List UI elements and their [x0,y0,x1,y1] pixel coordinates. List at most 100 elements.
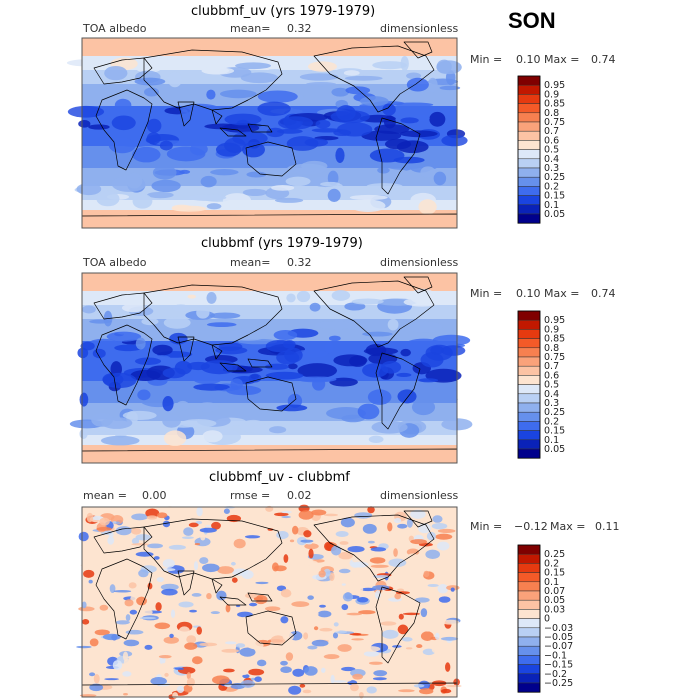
colorbar-swatch [517,581,541,592]
colorbar-tick-label: 0.85 [544,334,565,345]
colorbar-swatch [517,544,541,555]
colorbar-swatch [517,421,541,431]
panel-3-title: clubbmf_uv - clubbmf [209,470,350,485]
colorbar-tick-label: 0.9 [544,324,559,335]
colorbar-tick-label: 0.05 [544,209,565,220]
colorbar-swatch [517,204,541,215]
panel-3-rmse-label: rmse = [230,489,271,502]
colorbar-swatch [517,618,541,629]
colorbar-swatch [517,402,541,413]
colorbar-tick-label: 0.8 [544,343,559,354]
colorbar-swatch [517,645,541,656]
colorbar-tick-label: 0.2 [544,558,559,569]
panel-3-min-value: −0.12 [514,520,548,533]
panel-2-variable-label: TOA albedo [83,256,147,269]
coastline [245,610,297,646]
colorbar-swatch [517,655,541,665]
colorbar-swatch [517,338,541,349]
colorbar-swatch [517,572,541,583]
coastline [313,45,435,113]
colorbar-swatch [517,195,541,206]
panel-3-map [76,504,462,700]
panel-2-colorbar: 0.950.90.850.80.750.70.60.50.40.30.250.2… [517,310,565,459]
colorbar-tick-label: 0.07 [544,586,565,597]
panel-2-max-value: 0.74 [591,287,616,300]
coastline [403,41,433,59]
coastline [375,586,421,664]
colorbar-swatch [517,664,541,675]
colorbar-swatch [517,563,541,573]
colorbar-swatch [517,393,541,404]
colorbar-tick-label: 0.15 [544,426,565,437]
coastline [313,280,435,348]
colorbar-tick-label: 0 [544,614,550,625]
colorbar-tick-label: 0.2 [544,416,559,427]
coastline [211,578,273,606]
colorbar-swatch [517,329,541,339]
panel-1-colorbar: 0.950.90.850.80.750.70.60.50.40.30.250.2… [517,75,565,224]
colorbar-tick-label: 0.75 [544,352,565,363]
colorbar-swatch [517,310,541,321]
colorbar-tick-label: 0.6 [544,370,559,381]
colorbar-tick-label: 0.05 [544,595,565,606]
colorbar-swatch [517,411,541,422]
colorbar-swatch [517,94,541,104]
coastline [95,89,153,171]
colorbar-tick-label: 0.1 [544,200,559,211]
colorbar-tick-label: 0.95 [544,80,565,91]
colorbar-tick-label: 0.6 [544,135,559,146]
coastline [313,514,435,582]
colorbar-swatch [517,149,541,160]
colorbar-swatch [517,84,541,95]
colorbar-tick-label: −0.07 [544,641,573,652]
colorbar-tick-label: 0.1 [544,435,559,446]
panel-1-mean-value: 0.32 [287,22,312,35]
panel-3-units: dimensionless [380,489,459,502]
colorbar-swatch [517,439,541,450]
colorbar-tick-label: −0.1 [544,650,567,661]
colorbar-swatch [517,375,541,385]
colorbar-swatch [517,121,541,132]
colorbar-tick-label: 0.95 [544,315,565,326]
colorbar-swatch [517,590,541,601]
panel-2-units: dimensionless [380,256,459,269]
colorbar-swatch [517,599,541,610]
coastline [93,526,153,554]
panel-1-units: dimensionless [380,22,459,35]
colorbar-tick-label: 0.25 [544,549,565,560]
panel-1-mean-label: mean= [230,22,271,35]
panel-2-title: clubbmf (yrs 1979-1979) [201,236,363,251]
panel-2-mean-label: mean= [230,256,271,269]
colorbar-tick-label: 0.85 [544,99,565,110]
season-label: SON [508,8,556,33]
colorbar-tick-label: 0.25 [544,407,565,418]
coastline [403,510,433,528]
colorbar-swatch [517,365,541,376]
colorbar-swatch [517,186,541,196]
colorbar-swatch [517,103,541,114]
panel-2-mean-value: 0.32 [287,256,312,269]
panel-1-min-label: Min = [470,53,503,66]
colorbar-swatch [517,430,541,441]
coastline [211,344,273,372]
colorbar-tick-label: 0.4 [544,389,559,400]
panel-1-map [66,37,468,229]
panel-3-min-label: Min = [470,520,503,533]
colorbar-swatch [517,384,541,395]
coastline [245,141,297,177]
colorbar-swatch [517,673,541,684]
colorbar-tick-label: 0.75 [544,117,565,128]
colorbar-swatch [517,682,541,693]
colorbar-swatch [517,627,541,638]
coastline [93,57,153,85]
panel-3-mean-value: 0.00 [142,489,167,502]
panel-1-max-label: Max = [544,53,580,66]
colorbar-swatch [517,75,541,86]
colorbar-tick-label: −0.25 [544,678,573,689]
panel-1-min-value: 0.10 [516,53,541,66]
colorbar-swatch [517,319,541,330]
panel-3-colorbar: 0.250.20.150.10.070.050.030−0.03−0.05−0.… [517,544,573,693]
colorbar-swatch [517,553,541,564]
colorbar-tick-label: 0.4 [544,154,559,165]
coastline [95,558,153,640]
